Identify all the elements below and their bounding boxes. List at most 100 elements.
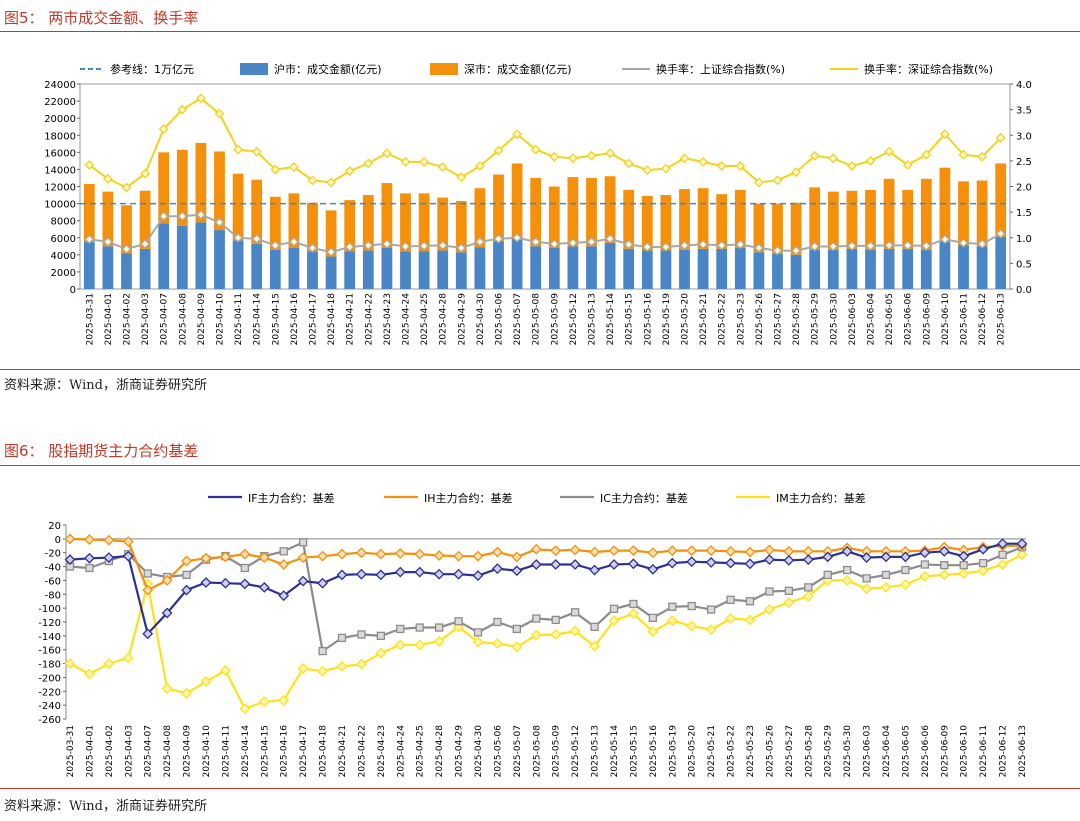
fig6-source: 资料来源：Wind，浙商证券研究所 <box>4 799 207 814</box>
bar-sz <box>269 196 281 250</box>
bar-sz <box>195 142 207 223</box>
if-basis-point <box>317 577 328 589</box>
sh-turnover-point <box>586 236 597 247</box>
bar-sz <box>809 187 821 250</box>
ic-basis-point <box>182 570 191 580</box>
im-basis-point <box>530 629 542 641</box>
bar-sh <box>995 236 1007 289</box>
sz-turnover-point <box>307 175 318 186</box>
im-basis-point <box>744 614 756 626</box>
x-tick-label: 2025-05-27 <box>774 293 784 345</box>
bar-sh <box>232 240 244 289</box>
y-left-tick-label: 18000 <box>44 131 76 142</box>
sh-turnover-point <box>270 240 281 251</box>
x-tick-label: 2025-04-11 <box>234 293 244 345</box>
sz-turnover-point <box>251 146 262 157</box>
bar-sh <box>772 253 783 289</box>
legend-ref-label: 参考线：1万亿元 <box>110 62 194 76</box>
sz-turnover-point <box>177 104 188 115</box>
bar-sz <box>83 183 95 243</box>
if-basis-legend-label: IF主力合约：基差 <box>248 491 335 505</box>
ic-basis-point <box>415 623 424 632</box>
bar-sh <box>865 249 876 289</box>
ic-basis-point <box>687 601 696 611</box>
if-basis-point <box>608 559 620 570</box>
x-tick-label: 2025-05-22 <box>727 725 737 777</box>
im-basis-point <box>492 638 503 649</box>
if-basis-point <box>880 551 892 563</box>
ic-basis-point <box>590 622 599 632</box>
ih-basis-point <box>200 552 212 564</box>
ic-basis-point <box>454 617 463 626</box>
sz-turnover-point <box>493 145 504 156</box>
im-basis-point <box>550 629 562 640</box>
bar-sz <box>697 188 709 249</box>
x-tick-label: 2025-05-21 <box>707 725 717 777</box>
sz-turnover-point <box>902 160 913 170</box>
x-tick-label: 2025-05-28 <box>804 725 814 778</box>
bar-sh <box>400 251 411 289</box>
legend-sh-label: 沪市：成交金额(亿元) <box>274 62 382 76</box>
sh-turnover-point <box>977 238 988 249</box>
sh-turnover-point <box>884 240 895 251</box>
sz-turnover-point <box>140 168 151 179</box>
x-tick-label: 2025-04-18 <box>319 725 329 778</box>
y-right-tick-label: 3.0 <box>1016 131 1032 142</box>
if-basis-point <box>861 552 872 563</box>
y-tick-label: 0 <box>55 535 61 546</box>
ih-basis-point <box>103 534 115 546</box>
y-right-tick-label: 0.5 <box>1016 259 1032 270</box>
ih-basis-point <box>472 550 484 562</box>
ic-basis-point <box>842 565 852 575</box>
sz-turnover-point <box>809 150 820 161</box>
ih-basis-point <box>550 545 562 557</box>
bar-sh <box>679 249 690 289</box>
ih-basis-point <box>628 545 639 557</box>
sz-turnover-point <box>530 144 541 155</box>
x-tick-label: 2025-04-02 <box>105 725 115 777</box>
if-basis-point <box>103 552 115 563</box>
if-basis-point <box>569 559 581 570</box>
sz-turnover-point <box>549 151 560 162</box>
x-tick-label: 2025-04-21 <box>338 725 348 777</box>
im-basis-point <box>122 652 134 664</box>
ic-basis-point <box>668 602 677 611</box>
if-basis-point <box>414 566 426 578</box>
ic-basis-point <box>940 561 949 570</box>
sh-turnover-point <box>326 247 337 258</box>
x-tick-label: 2025-05-20 <box>681 293 691 346</box>
y-tick-label: -60 <box>45 576 61 587</box>
im-basis-point <box>608 615 620 627</box>
bar-sh <box>660 250 672 289</box>
bar-sz <box>418 193 430 252</box>
sh-turnover-point <box>456 243 467 253</box>
ih-basis-point <box>317 550 328 562</box>
x-tick-label: 2025-05-15 <box>629 725 639 777</box>
sh-turnover-point <box>995 228 1006 239</box>
x-tick-label: 2025-05-26 <box>765 725 775 778</box>
ih-basis-point <box>453 550 464 562</box>
if-basis-point <box>958 550 970 562</box>
ic-basis-point <box>959 561 968 570</box>
sh-turnover-point <box>605 233 616 244</box>
bar-sz <box>790 202 802 255</box>
ih-basis-point <box>725 545 736 557</box>
x-tick-label: 2025-05-20 <box>688 725 698 778</box>
ic-basis-point <box>804 583 813 592</box>
sz-turnover-point <box>400 156 411 167</box>
bar-sz <box>344 200 356 252</box>
sh-turnover-point <box>381 238 392 249</box>
bar-sh <box>734 248 746 289</box>
x-tick-label: 2025-04-16 <box>290 293 300 346</box>
if-basis-point <box>220 577 231 589</box>
x-tick-label: 2025-05-27 <box>785 725 795 777</box>
sh-turnover-point <box>363 240 374 251</box>
bar-sh <box>883 248 895 289</box>
bar-sh <box>567 246 579 289</box>
x-tick-label: 2025-04-16 <box>280 725 290 778</box>
x-tick-label: 2025-06-05 <box>885 293 895 345</box>
sh-turnover-point <box>549 238 560 249</box>
if-basis-point <box>433 568 445 580</box>
y-tick-label: -20 <box>45 549 61 560</box>
x-tick-label: 2025-04-03 <box>141 293 151 345</box>
